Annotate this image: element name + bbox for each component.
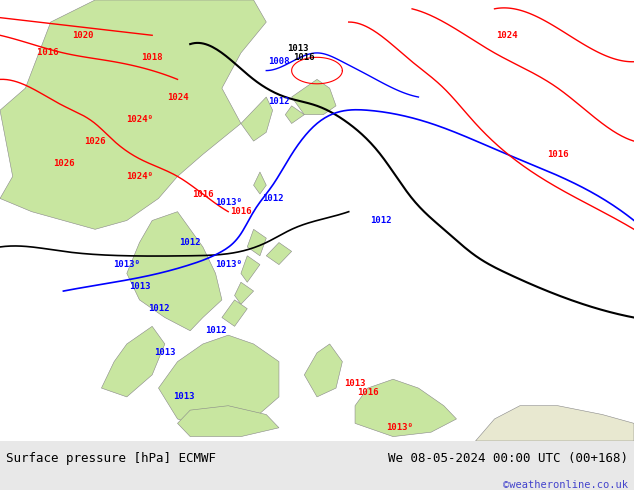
Text: 1013: 1013 bbox=[173, 392, 195, 401]
Polygon shape bbox=[241, 97, 273, 141]
Text: We 08-05-2024 00:00 UTC (00+168): We 08-05-2024 00:00 UTC (00+168) bbox=[387, 452, 628, 465]
Polygon shape bbox=[0, 0, 266, 229]
Text: 1024⁰: 1024⁰ bbox=[126, 115, 153, 123]
Text: 1012: 1012 bbox=[205, 326, 226, 335]
Polygon shape bbox=[266, 243, 292, 265]
Polygon shape bbox=[304, 344, 342, 397]
Text: 1013⁰: 1013⁰ bbox=[386, 423, 413, 432]
Text: ©weatheronline.co.uk: ©weatheronline.co.uk bbox=[503, 480, 628, 490]
Text: 1018: 1018 bbox=[141, 53, 163, 62]
Text: 1013: 1013 bbox=[344, 379, 366, 388]
Text: 1016: 1016 bbox=[357, 388, 378, 397]
Text: 1013⁰: 1013⁰ bbox=[215, 198, 242, 207]
Text: 1016: 1016 bbox=[37, 49, 64, 57]
Polygon shape bbox=[158, 335, 279, 432]
Polygon shape bbox=[241, 256, 260, 282]
Text: 1016: 1016 bbox=[294, 53, 315, 62]
Text: 1012: 1012 bbox=[179, 238, 201, 247]
Text: 1012: 1012 bbox=[148, 304, 169, 313]
Text: 1013: 1013 bbox=[154, 348, 176, 357]
Text: 1024: 1024 bbox=[496, 31, 518, 40]
Polygon shape bbox=[476, 406, 634, 441]
Polygon shape bbox=[178, 406, 279, 437]
Text: 1020: 1020 bbox=[72, 31, 93, 40]
Text: 1016: 1016 bbox=[547, 150, 569, 159]
Polygon shape bbox=[222, 300, 247, 326]
Polygon shape bbox=[247, 229, 266, 256]
Polygon shape bbox=[127, 212, 222, 331]
Text: 1012: 1012 bbox=[262, 194, 283, 203]
Polygon shape bbox=[292, 79, 336, 115]
Text: 1013: 1013 bbox=[287, 44, 309, 53]
Text: 1026: 1026 bbox=[53, 159, 74, 168]
Text: 1016: 1016 bbox=[192, 190, 214, 198]
Text: 1024⁰: 1024⁰ bbox=[126, 172, 153, 181]
Text: 1013⁰: 1013⁰ bbox=[215, 260, 242, 269]
Text: 1013: 1013 bbox=[129, 282, 150, 291]
Text: 1012: 1012 bbox=[370, 216, 391, 225]
Polygon shape bbox=[285, 106, 304, 123]
Polygon shape bbox=[254, 172, 266, 194]
Text: 1012: 1012 bbox=[268, 97, 290, 106]
Text: 1013⁰: 1013⁰ bbox=[113, 260, 140, 269]
Polygon shape bbox=[355, 379, 456, 437]
Polygon shape bbox=[235, 282, 254, 304]
Text: 1024: 1024 bbox=[167, 93, 188, 101]
Text: 1016: 1016 bbox=[230, 207, 252, 216]
Text: Surface pressure [hPa] ECMWF: Surface pressure [hPa] ECMWF bbox=[6, 452, 216, 465]
Text: 1008: 1008 bbox=[268, 57, 290, 66]
Polygon shape bbox=[101, 326, 165, 397]
Text: 1026: 1026 bbox=[84, 137, 106, 146]
